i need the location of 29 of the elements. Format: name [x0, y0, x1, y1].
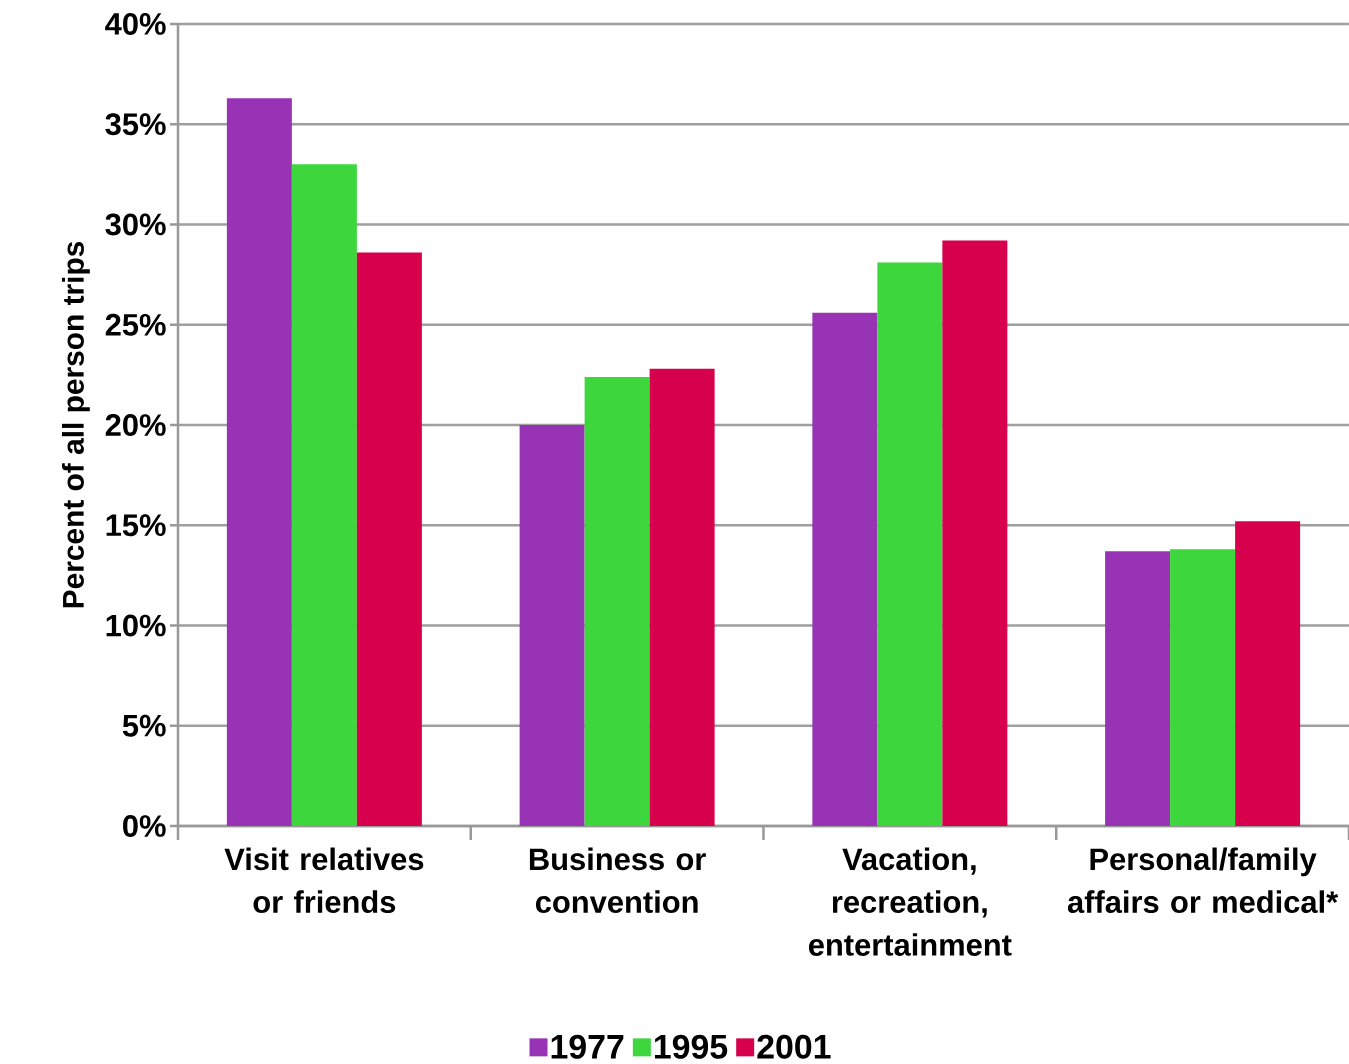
bar [942, 240, 1008, 826]
bar [1235, 521, 1301, 826]
y-axis-title: Percent of all person trips [61, 241, 90, 608]
legend-label: 2001 [757, 1034, 831, 1059]
legend-label: 1995 [654, 1034, 728, 1059]
y-tick-label: 35% [105, 113, 166, 136]
y-tick-label: 15% [106, 514, 166, 537]
x-tick-label: Business or convention [529, 847, 706, 914]
y-tick-label: 30% [105, 213, 166, 236]
x-tick-label: Visit relatives or friends [224, 847, 424, 914]
x-tick-label: Vacation, recreation, entertainment [808, 847, 1012, 956]
bar [584, 376, 650, 826]
bar [812, 312, 878, 826]
bar [519, 425, 585, 826]
legend-label: 1977 [551, 1034, 624, 1059]
bar [649, 368, 715, 826]
y-tick-label: 20% [105, 414, 166, 436]
bar [356, 252, 422, 826]
y-tick-label: 10% [106, 614, 166, 637]
bar [226, 98, 292, 826]
y-tick-label: 0% [123, 815, 166, 837]
x-tick-label: Personal/family affairs or medical* [1067, 847, 1339, 914]
y-tick-label: 5% [122, 714, 166, 737]
bar [291, 164, 357, 826]
bar [1170, 549, 1236, 826]
bar [877, 262, 943, 826]
y-tick-label: 40% [105, 13, 166, 35]
y-tick-label: 25% [105, 313, 166, 336]
bar [1105, 551, 1171, 826]
